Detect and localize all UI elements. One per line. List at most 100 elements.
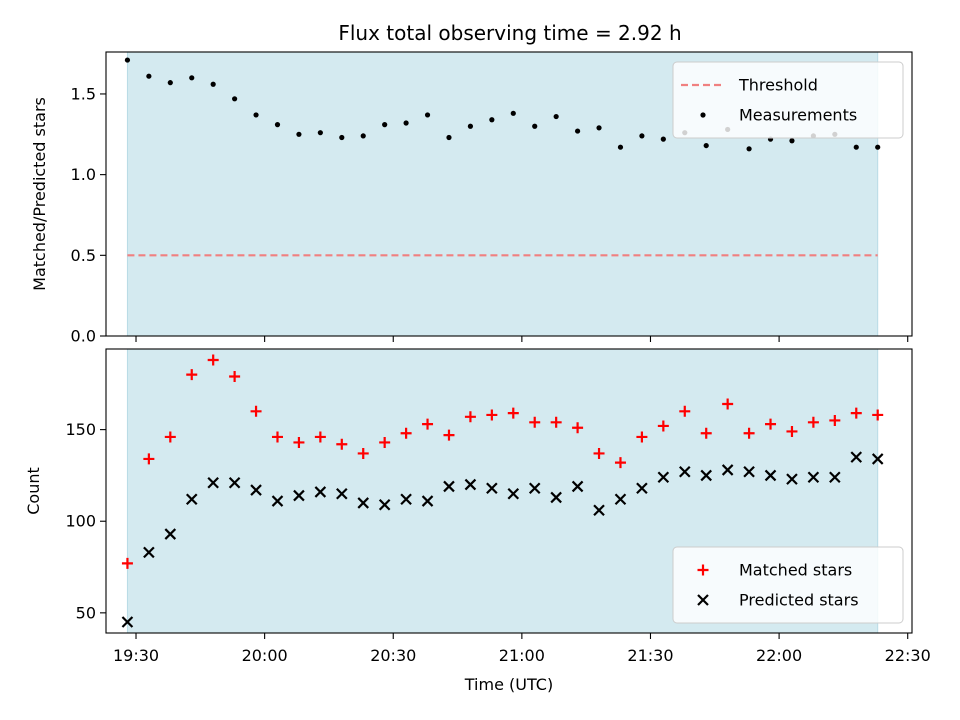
matched-star-point <box>464 411 476 423</box>
predicted-star-point <box>207 476 219 489</box>
predicted-star-point <box>121 616 134 628</box>
x-tick-label: 22:30 <box>885 646 931 665</box>
matched-star-point <box>357 447 369 459</box>
predicted-star-point <box>807 471 820 484</box>
legend-label: Predicted stars <box>739 591 859 610</box>
measurement-point <box>789 138 795 144</box>
predicted-star-point <box>357 497 370 509</box>
predicted-star-point <box>486 482 498 495</box>
predicted-star-point <box>764 469 777 482</box>
x-tick-label: 20:30 <box>370 646 416 665</box>
matched-star-point <box>507 407 519 419</box>
measurement-point <box>382 122 388 128</box>
matched-star-point <box>679 405 691 417</box>
predicted-star-point <box>850 451 863 463</box>
measurement-point <box>210 81 216 87</box>
measurement-point <box>617 144 624 150</box>
predicted-star-point <box>143 546 155 559</box>
predicted-star-point <box>400 493 412 506</box>
measurement-point <box>232 96 238 102</box>
ratio-y-tick-label: 1.5 <box>71 84 96 103</box>
count-panel-y-axis-label: Count <box>24 467 43 515</box>
matched-star-point <box>314 431 326 443</box>
matched-star-point <box>807 416 819 428</box>
matched-star-point <box>743 427 755 439</box>
measurement-point <box>553 113 559 120</box>
matched-star-point <box>657 420 669 432</box>
measurement-point <box>360 133 366 139</box>
matched-star-point <box>872 409 884 421</box>
matched-star-point <box>786 425 798 437</box>
predicted-star-point <box>528 482 541 495</box>
matched-star-point <box>550 416 562 428</box>
measurement-point <box>253 112 259 118</box>
x-tick-label: 20:00 <box>242 646 288 665</box>
matched-star-point <box>293 436 305 448</box>
matched-star-point <box>829 414 841 426</box>
count-y-tick-label: 100 <box>65 512 96 531</box>
count-y-tick-label: 150 <box>65 420 96 439</box>
count-panel: 50 100 150 19:30 20:00 20:30 21:00 21:30 22:00 22… <box>65 348 931 665</box>
predicted-star-point <box>829 471 841 484</box>
legend-matched-handle <box>697 564 709 576</box>
matched-star-point <box>422 418 434 430</box>
predicted-star-point <box>678 465 691 478</box>
measurement-point <box>467 123 474 129</box>
legend-box <box>672 546 904 624</box>
count-y-tick-label: 50 <box>76 603 96 622</box>
predicted-star-point <box>293 489 305 502</box>
measurement-point <box>274 122 281 128</box>
predicted-star-point <box>250 484 262 496</box>
legend-label: Measurements <box>739 106 857 125</box>
matched-star-point <box>229 370 241 382</box>
matched-star-point <box>850 407 862 419</box>
ratio-y-tick-label: 0.0 <box>71 327 96 346</box>
matched-star-point <box>143 453 155 465</box>
predicted-star-point <box>228 476 241 489</box>
x-tick-label: 21:00 <box>499 646 545 665</box>
matched-star-point <box>765 418 777 430</box>
legend-box <box>672 61 904 139</box>
measurement-point <box>660 136 666 142</box>
measurement-point <box>532 123 538 129</box>
matched-star-point <box>722 398 734 410</box>
predicted-star-point <box>185 493 198 506</box>
matched-star-point <box>593 447 605 459</box>
predicted-star-point <box>657 471 670 484</box>
measurement-point <box>596 125 602 131</box>
measurement-point <box>639 133 645 139</box>
matched-star-point <box>207 354 219 366</box>
matched-star-point <box>250 405 262 417</box>
predicted-star-point <box>743 465 755 478</box>
matched-star-point <box>486 409 498 421</box>
predicted-star-point <box>421 495 434 507</box>
measurement-point <box>875 144 881 150</box>
measurement-point <box>446 134 452 141</box>
measurement-point <box>296 131 302 137</box>
predicted-star-point <box>464 478 477 491</box>
x-axis-label: Time (UTC) <box>464 675 553 694</box>
ratio-y-tick-label: 1.0 <box>71 165 96 184</box>
measurement-point <box>124 57 131 63</box>
legend-predicted-handle <box>697 594 709 606</box>
count-series-x <box>121 451 884 628</box>
x-tick-label: 19:30 <box>113 646 159 665</box>
measurement-point <box>403 120 409 126</box>
measurement-point <box>853 144 859 150</box>
predicted-star-point <box>636 482 648 495</box>
predicted-star-point <box>786 473 798 485</box>
x-tick-label: 22:00 <box>756 646 802 665</box>
matched-star-point <box>400 427 412 439</box>
predicted-star-point <box>871 453 884 465</box>
count-legend: Matched stars Predicted stars <box>672 546 904 624</box>
measurement-point <box>489 117 495 123</box>
predicted-star-point <box>336 487 348 500</box>
measurement-point <box>189 75 195 81</box>
ratio-axes-frame <box>105 51 913 337</box>
predicted-star-point <box>593 504 605 517</box>
predicted-star-point <box>700 469 712 482</box>
predicted-star-point <box>614 493 627 506</box>
matched-star-point <box>336 438 348 450</box>
matched-star-point <box>164 431 176 443</box>
